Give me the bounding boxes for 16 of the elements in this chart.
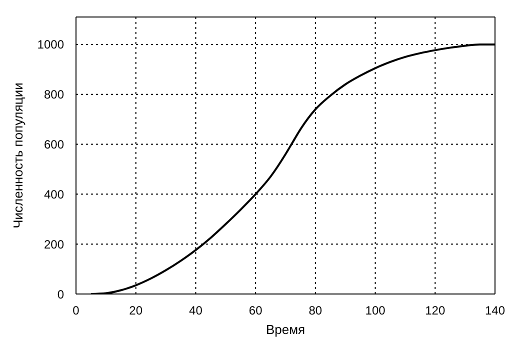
y-tick-label: 200 (44, 237, 64, 252)
x-tick-label: 100 (365, 304, 386, 318)
x-tick-label: 0 (72, 304, 80, 318)
x-tick-label: 60 (248, 304, 263, 318)
x-axis-title: Время (266, 322, 306, 337)
y-axis-title: Численность популяции (10, 82, 26, 228)
x-tick-label: 80 (308, 304, 322, 318)
y-tick-label: 400 (44, 187, 64, 202)
x-tick-label: 40 (189, 304, 203, 318)
x-tick-label: 20 (129, 304, 143, 318)
y-tick-label: 800 (44, 88, 64, 102)
x-tick-label: 140 (484, 304, 506, 318)
y-tick-label: 1000 (37, 38, 64, 52)
x-tick-label: 120 (425, 304, 446, 318)
y-tick-label: 0 (57, 287, 64, 302)
y-tick-label: 600 (44, 138, 64, 152)
